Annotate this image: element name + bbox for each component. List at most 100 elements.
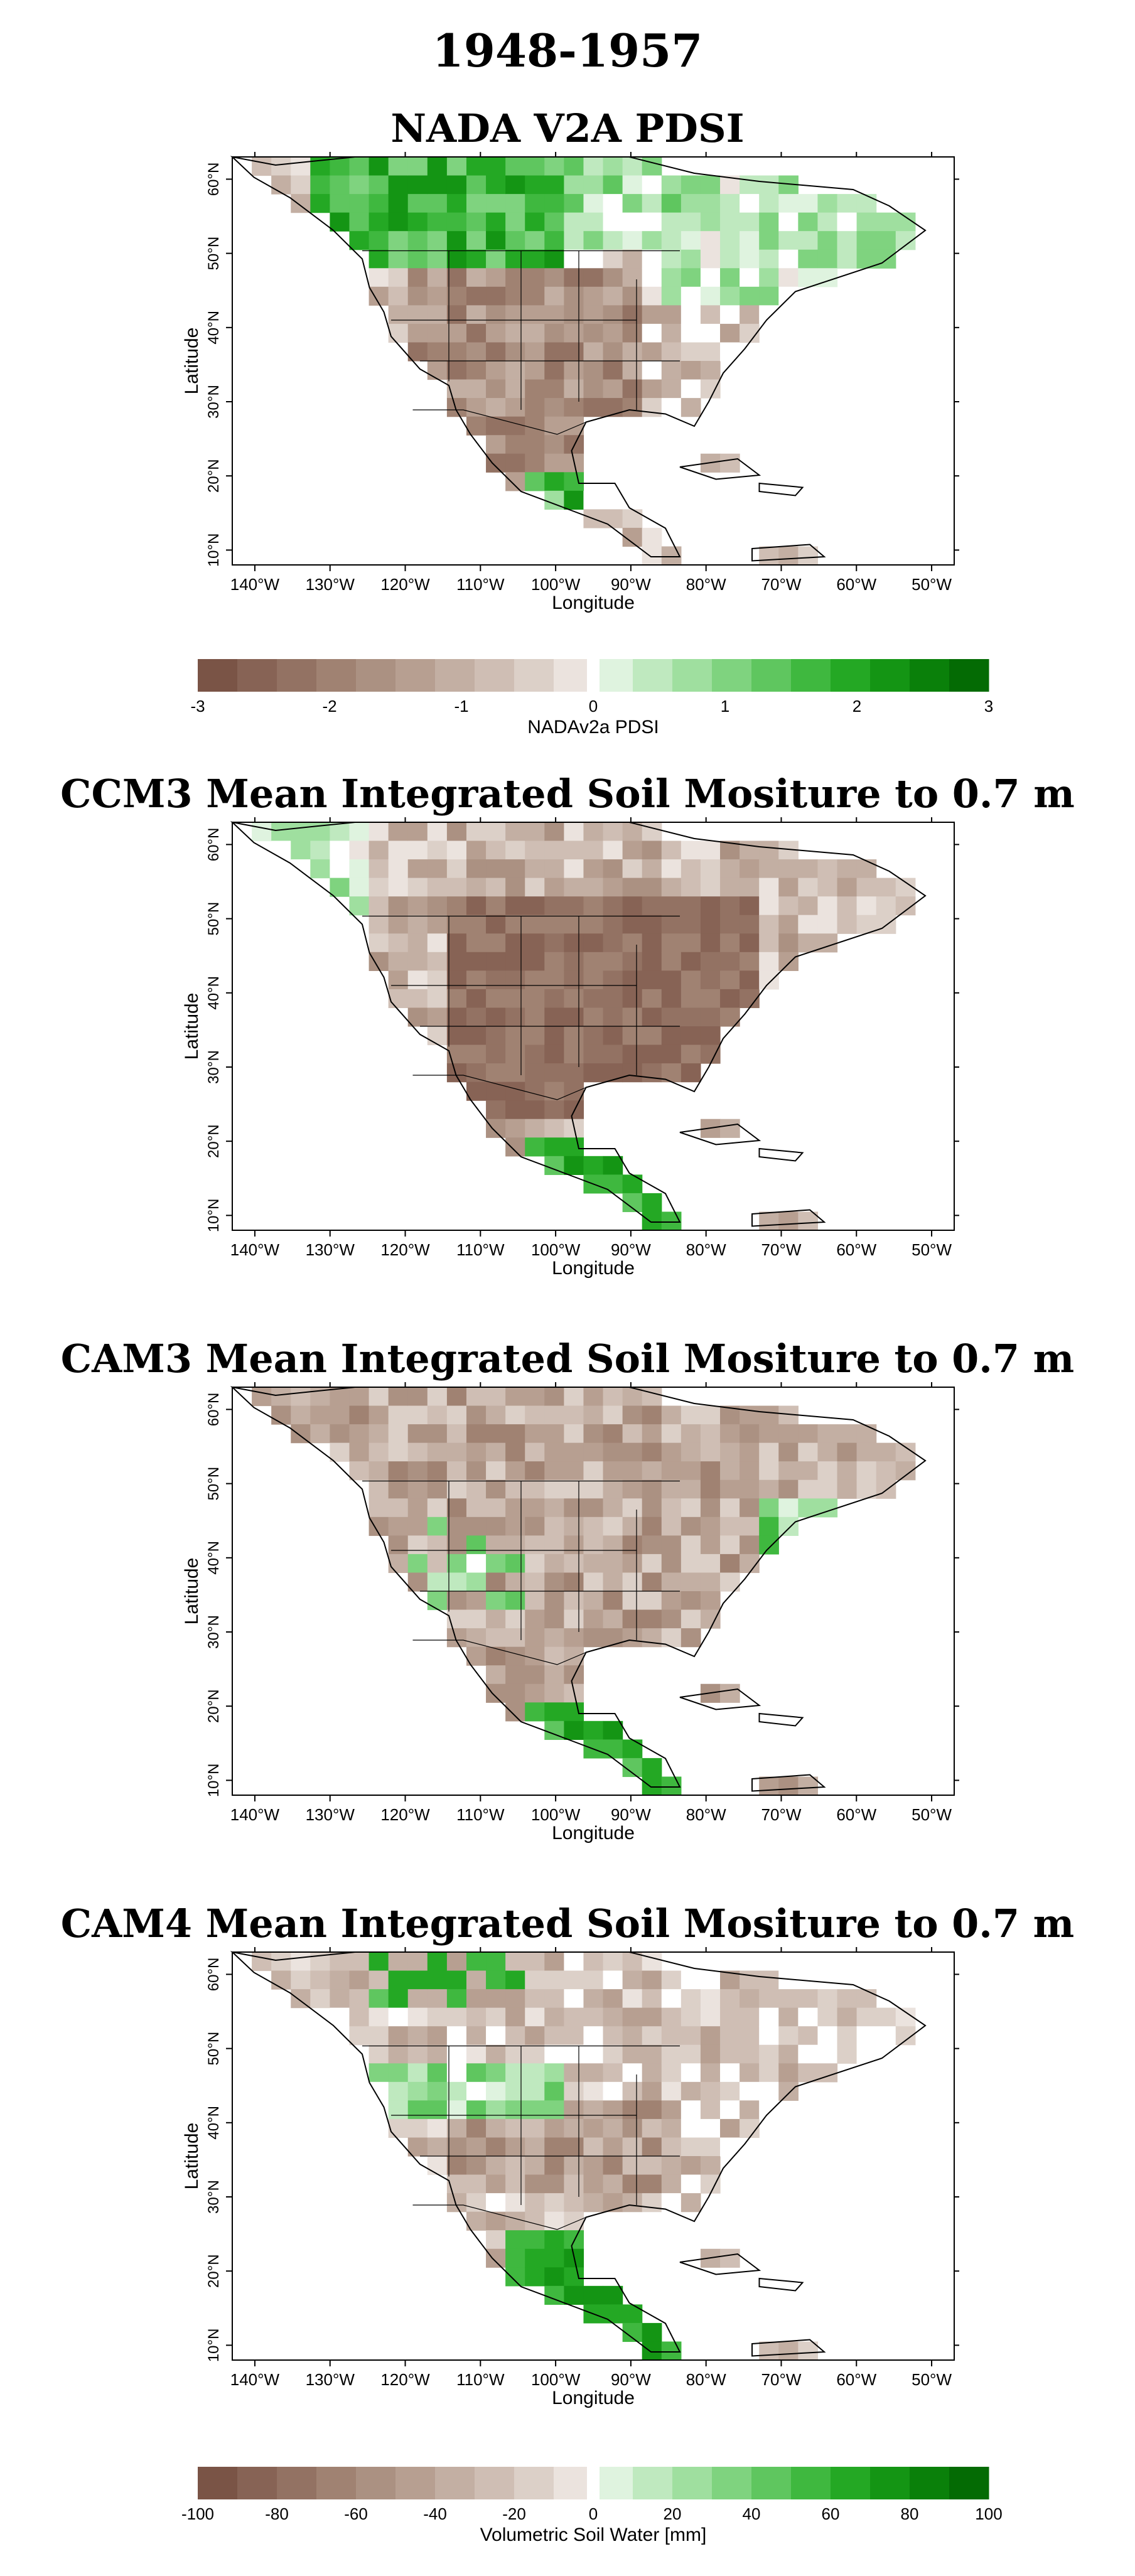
grid-cell xyxy=(525,231,545,250)
grid-cell xyxy=(564,231,584,250)
map-cam3-soil-moisture: 140°W 130°W 120°W 110°W 100°W 90°W 80°W 70°W 60°… xyxy=(181,1382,959,1843)
grid-cell xyxy=(349,212,370,232)
grid-cell xyxy=(407,896,428,916)
grid-cell xyxy=(583,1156,604,1175)
grid-cell xyxy=(505,1479,525,1499)
grid-cell xyxy=(407,194,428,213)
grid-cell xyxy=(544,1498,564,1518)
grid-cell xyxy=(661,268,682,287)
grid-cell xyxy=(720,2007,740,2027)
grid-cell xyxy=(720,877,740,897)
grid-cell xyxy=(505,194,525,213)
lat-tick-label: 20°N xyxy=(205,1689,222,1723)
grid-cell xyxy=(544,398,564,417)
grid-cell xyxy=(876,1479,896,1499)
grid-cell xyxy=(505,472,525,491)
lat-tick-label: 30°N xyxy=(205,2180,222,2214)
grid-cell xyxy=(310,1970,331,1990)
panel-title-ccm3: CCM3 Mean Integrated Soil Mositure to 0.… xyxy=(60,771,1075,817)
grid-cell xyxy=(505,305,525,325)
grid-cell xyxy=(622,2304,643,2324)
grid-cell xyxy=(427,157,448,176)
grid-cell xyxy=(486,1026,506,1046)
grid-cell xyxy=(486,970,506,990)
grid-cell xyxy=(544,2248,564,2268)
grid-cell xyxy=(817,249,838,269)
grid-cell xyxy=(544,2156,564,2176)
grid-cell xyxy=(388,859,409,879)
grid-cell xyxy=(700,1424,721,1444)
lon-tick-label: 110°W xyxy=(456,575,505,594)
grid-cell xyxy=(564,490,584,510)
grid-cell xyxy=(583,2044,604,2064)
grid-cell xyxy=(505,2081,525,2101)
grid-cell xyxy=(700,212,721,232)
grid-cell xyxy=(291,1970,311,1990)
grid-cell xyxy=(486,915,506,934)
grid-cell xyxy=(798,859,819,879)
grid-cell xyxy=(661,840,682,860)
lon-tick-label: 120°W xyxy=(380,2370,430,2389)
grid-cell xyxy=(544,1554,564,1574)
grid-cell xyxy=(544,2267,564,2287)
coastline xyxy=(679,458,761,480)
lon-tick-label: 110°W xyxy=(456,1240,505,1259)
colorbar-swatch xyxy=(949,2467,989,2499)
grid-cell xyxy=(700,2118,721,2139)
grid-cell xyxy=(407,212,428,232)
grid-cell xyxy=(856,231,877,250)
grid-cell xyxy=(466,1044,487,1064)
grid-cell xyxy=(740,859,760,879)
grid-cell xyxy=(740,1405,760,1425)
grid-cell xyxy=(661,877,682,897)
grid-cell xyxy=(368,1970,389,1990)
grid-cell xyxy=(564,859,584,879)
grid-cell xyxy=(798,268,819,287)
grid-cell xyxy=(486,231,506,250)
grid-cell xyxy=(544,175,564,195)
grid-cell xyxy=(603,305,623,325)
grid-cell xyxy=(252,1952,272,1972)
grid-cell xyxy=(466,952,487,971)
grid-cell xyxy=(505,915,525,934)
grid-cell xyxy=(525,2267,545,2287)
grid-cell xyxy=(564,2267,584,2287)
grid-cell xyxy=(486,1572,506,1592)
grid-cell xyxy=(544,952,564,971)
grid-cell xyxy=(446,398,467,417)
grid-cell xyxy=(642,1628,662,1648)
grid-cell xyxy=(368,896,389,916)
grid-cell xyxy=(778,2341,799,2361)
grid-cell xyxy=(564,1044,584,1064)
grid-cell xyxy=(564,212,584,232)
lat-tick-label: 40°N xyxy=(205,976,222,1010)
grid-cell xyxy=(505,1665,525,1685)
grid-cell xyxy=(525,305,545,325)
grid-cell xyxy=(564,1516,584,1536)
grid-cell xyxy=(525,840,545,860)
grid-cell xyxy=(310,1424,331,1444)
coastlines xyxy=(230,156,927,562)
grid-cell xyxy=(661,175,682,195)
grid-cell xyxy=(642,1026,662,1046)
grid-cell xyxy=(642,249,662,269)
grid-cell xyxy=(759,212,779,232)
grid-cell xyxy=(446,1442,467,1462)
grid-cell xyxy=(466,915,487,934)
grid-cell xyxy=(368,268,389,287)
grid-cell xyxy=(564,2081,584,2101)
coastline xyxy=(751,544,826,562)
grid-cell xyxy=(407,840,428,860)
grid-cell xyxy=(544,268,564,287)
grid-cell xyxy=(446,970,467,990)
grid-cell xyxy=(544,2100,564,2120)
grid-cell xyxy=(505,268,525,287)
grid-cell xyxy=(388,970,409,990)
grid-cell xyxy=(720,2044,740,2064)
political-borders xyxy=(362,250,680,435)
grid-cell xyxy=(876,877,896,897)
grid-cell xyxy=(544,305,564,325)
grid-cell xyxy=(603,2304,623,2324)
grid-cell xyxy=(661,1211,682,1231)
grid-cell xyxy=(603,2044,623,2064)
